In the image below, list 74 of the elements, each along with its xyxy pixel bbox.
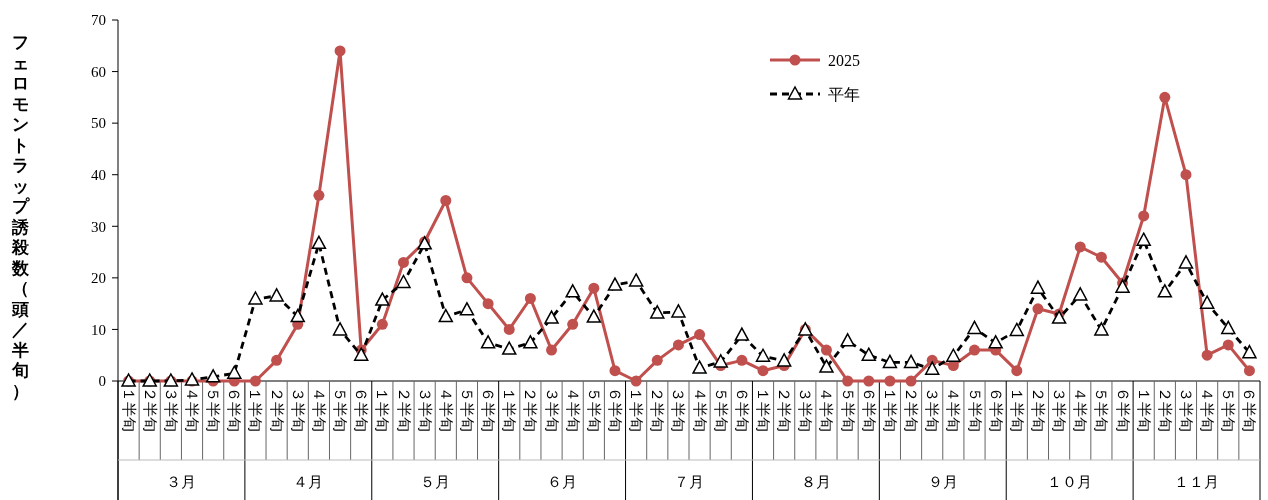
x-tick-label: １半旬 [881,387,898,432]
x-tick-label: ４半旬 [1199,387,1216,432]
x-tick-label: １半旬 [628,387,645,432]
y-tick-label: 60 [91,63,106,80]
x-tick-label: ４半旬 [437,387,454,432]
x-tick-label: １半旬 [247,387,264,432]
x-tick-label: １半旬 [1008,387,1025,432]
x-tick-label: ２半旬 [395,387,412,432]
text: フェロモントラップ誘殺数（頭／半旬） [11,32,29,401]
x-tick-label: ６半旬 [987,387,1004,432]
x-tick-label: ６半旬 [1241,387,1258,432]
x-tick-label: ３半旬 [670,387,687,432]
x-tick-label: ５半旬 [458,387,475,432]
x-tick-label: ３半旬 [1051,387,1068,432]
text: ９月 [927,474,958,490]
x-tick-label: １半旬 [501,387,518,432]
x-tick-label: ６半旬 [733,387,750,432]
text: １０月 [1047,474,1093,490]
x-tick-label: ３半旬 [924,387,941,432]
x-tick-label: ２半旬 [776,387,793,432]
y-tick-label: 70 [91,12,106,29]
y-tick-label: 10 [91,321,106,338]
x-tick-label: ６半旬 [1114,387,1131,432]
x-tick-label: ５半旬 [1093,387,1110,432]
x-tick-label: ５半旬 [712,387,729,432]
x-tick-label: ４半旬 [945,387,962,432]
text: ７月 [674,474,704,490]
x-tick-label: ３半旬 [797,387,814,432]
text: ５月 [420,474,451,490]
x-tick-label: ３半旬 [162,387,179,432]
x-tick-label: ２半旬 [141,387,158,432]
x-tick-label: ５半旬 [839,387,856,432]
text: １１月 [1174,474,1220,490]
text: ８月 [800,474,831,490]
x-tick-label: ６半旬 [226,387,243,432]
x-tick-label: ２半旬 [903,387,920,432]
x-tick-label: ４半旬 [691,387,708,432]
y-tick-label: 0 [98,373,106,390]
x-tick-label: ５半旬 [332,387,349,432]
x-tick-label: ２半旬 [649,387,666,432]
x-tick-label: ４半旬 [818,387,835,432]
x-tick-label: ２半旬 [268,387,285,432]
y-tick-label: 50 [91,115,106,132]
x-tick-label: ５半旬 [966,387,983,432]
x-tick-label: ４半旬 [1072,387,1089,432]
x-tick-label: １半旬 [755,387,772,432]
x-tick-label: ３半旬 [1177,387,1194,432]
text: ３月 [166,474,197,490]
x-tick-label: ５半旬 [1220,387,1237,432]
x-tick-label: ５半旬 [585,387,602,432]
legend-label: 2025 [828,51,860,69]
x-tick-label: ２半旬 [1156,387,1173,432]
x-tick-label: １半旬 [120,387,137,432]
x-tick-label: ６半旬 [606,387,623,432]
x-tick-label: ６半旬 [480,387,497,432]
x-tick-label: ５半旬 [205,387,222,432]
text: ６月 [547,474,578,490]
x-tick-label: ３半旬 [416,387,433,432]
x-tick-label: ４半旬 [184,387,201,432]
x-tick-label: ３半旬 [543,387,560,432]
x-tick-label: ６半旬 [860,387,877,432]
x-tick-label: ４半旬 [564,387,581,432]
legend-label: 平年 [828,85,860,103]
x-tick-label: １半旬 [374,387,391,432]
x-tick-label: ３半旬 [289,387,306,432]
y-tick-label: 40 [91,166,106,183]
x-tick-label: ２半旬 [522,387,539,432]
x-tick-label: ２半旬 [1029,387,1046,432]
x-tick-label: １半旬 [1135,387,1152,432]
x-tick-label: ６半旬 [353,387,370,432]
text: ４月 [293,474,324,490]
x-tick-label: ４半旬 [310,387,327,432]
y-tick-label: 20 [91,270,106,287]
y-tick-label: 30 [91,218,106,235]
